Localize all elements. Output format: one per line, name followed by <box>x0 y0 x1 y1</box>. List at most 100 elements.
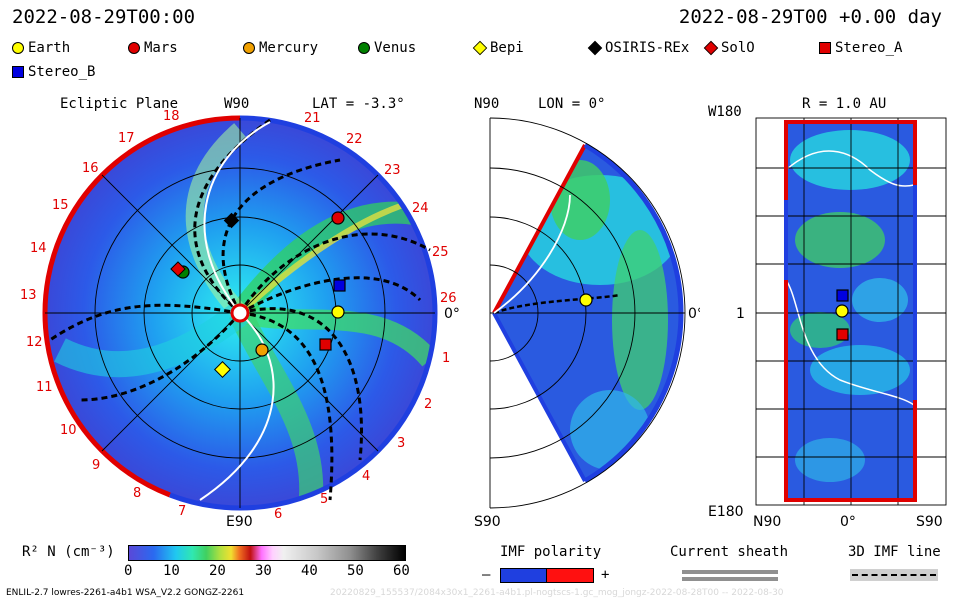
legend-venus: Venus <box>358 40 416 56</box>
radial-x-label-s90: S90 <box>916 514 943 530</box>
date-left: 2022-08-29T00:00 <box>12 6 196 28</box>
ecliptic-lat-label: LAT = -3.3° <box>312 96 405 112</box>
svg-text:5: 5 <box>320 492 328 507</box>
radial-top-left-label: W180 <box>708 104 742 120</box>
meridional-earth-marker-icon <box>579 293 593 307</box>
earth-marker-icon <box>12 42 24 54</box>
sun-marker-icon <box>230 303 250 323</box>
legend-solo: SolO <box>703 40 755 56</box>
venus-marker-icon <box>358 42 370 54</box>
legend-osiris-rex: OSIRIS-REx <box>587 40 689 56</box>
radial-sheath-line-top <box>785 150 915 187</box>
sector-numbers: 1 2 3 4 5 6 7 8 9 10 11 12 13 14 15 16 1… <box>20 110 457 522</box>
stereo-b-marker-icon <box>333 279 346 292</box>
mars-marker-icon <box>331 211 345 225</box>
stereo-a-marker-icon <box>319 338 332 351</box>
meridional-sheath-line <box>493 194 571 314</box>
legend-bepi: Bepi <box>472 40 524 56</box>
radial-mid-label: 1 <box>736 306 745 322</box>
radial-streams <box>790 130 910 482</box>
meridional-grid <box>489 117 686 509</box>
meridional-lon-label: LON = 0° <box>538 96 606 112</box>
radial-surface-plot: 1 E180 N90 0° S90 <box>708 117 947 530</box>
solo-marker-icon <box>703 40 719 56</box>
radial-earth-marker-icon <box>835 304 849 318</box>
svg-text:18: 18 <box>163 110 180 124</box>
ecliptic-right-label: 0° <box>444 306 460 322</box>
colorbar-tick-60: 60 <box>393 563 410 579</box>
footer-left: ENLIL-2.7 lowres-2261-a4b1 WSA_V2.2 GONG… <box>6 588 245 598</box>
mercury-marker-icon <box>243 42 255 54</box>
bepi-marker-icon <box>472 40 488 56</box>
svg-text:19: 19 <box>209 110 226 114</box>
colorbar-tick-40: 40 <box>301 563 318 579</box>
mars-marker-icon <box>128 42 140 54</box>
radial-r-label: R = 1.0 AU <box>802 96 887 112</box>
svg-text:16: 16 <box>82 161 99 176</box>
svg-text:17: 17 <box>118 131 135 146</box>
colorbar-tick-50: 50 <box>347 563 364 579</box>
ecliptic-bottom-label: E90 <box>226 514 253 530</box>
earth-marker-icon <box>331 305 345 319</box>
svg-text:6: 6 <box>274 507 282 522</box>
radial-bottom-left-label: E180 <box>708 504 744 520</box>
osiris-rex-marker-icon <box>587 40 603 56</box>
imf-polarity-minus: – <box>482 567 491 583</box>
imf-line-swatch <box>852 574 936 576</box>
legend-mars: Mars <box>128 40 178 56</box>
imf-polarity-label: IMF polarity <box>500 544 602 560</box>
svg-text:26: 26 <box>440 291 457 306</box>
stereo-a-marker-icon <box>819 42 831 54</box>
meridional-top-label: N90 <box>474 96 500 112</box>
svg-text:11: 11 <box>36 380 53 395</box>
svg-text:20: 20 <box>258 110 275 114</box>
colorbar <box>128 545 406 561</box>
svg-text:14: 14 <box>30 241 47 256</box>
legend-stereo-b: Stereo_B <box>12 64 95 80</box>
imf-polarity-plus: + <box>601 567 610 583</box>
legend-mercury: Mercury <box>243 40 318 56</box>
date-right: 2022-08-29T00 +0.00 day <box>678 6 942 28</box>
radial-sheath-line-bottom <box>785 279 915 406</box>
mercury-marker-icon <box>255 343 269 357</box>
svg-text:21: 21 <box>304 111 321 126</box>
svg-text:24: 24 <box>412 201 429 216</box>
radial-stereo-a-marker-icon <box>836 328 849 341</box>
colorbar-tick-20: 20 <box>209 563 226 579</box>
colorbar-tick-10: 10 <box>163 563 180 579</box>
polarity-positive-swatch <box>546 568 594 583</box>
colorbar-tick-30: 30 <box>255 563 272 579</box>
imf-line-label: 3D IMF line <box>848 544 941 560</box>
current-sheath-label: Current sheath <box>670 544 789 560</box>
osiris-rex-marker-icon <box>223 212 240 229</box>
stereo-b-marker-icon <box>12 66 24 78</box>
radial-x-label-n90: N90 <box>753 514 781 530</box>
svg-text:13: 13 <box>20 288 37 303</box>
meridional-imf-line <box>493 293 621 315</box>
solo-marker-icon <box>170 261 186 277</box>
ecliptic-title: Ecliptic Plane <box>60 96 179 112</box>
radial-stereo-b-marker-icon <box>836 289 849 302</box>
meridional-right-label: 0° <box>688 306 700 322</box>
footer-right: 20220829_155537/2084x30x1_2261-a4b1.pl-n… <box>330 588 784 598</box>
svg-text:22: 22 <box>346 132 363 147</box>
bepi-marker-icon <box>214 361 231 378</box>
colorbar-label: R² N (cm⁻³) <box>22 544 115 560</box>
svg-text:12: 12 <box>26 335 43 350</box>
svg-text:10: 10 <box>60 423 77 438</box>
ecliptic-top-label: W90 <box>224 96 250 112</box>
svg-text:3: 3 <box>397 436 405 451</box>
svg-text:8: 8 <box>133 486 141 501</box>
current-sheath-swatch-top <box>682 570 778 574</box>
svg-text:2: 2 <box>424 397 432 412</box>
ecliptic-plane-plot: 1 2 3 4 5 6 7 8 9 10 11 12 13 14 15 16 1… <box>20 110 460 530</box>
svg-text:25: 25 <box>432 245 449 260</box>
meridional-plot: 0° S90 <box>474 117 700 530</box>
polarity-negative-swatch <box>500 568 548 583</box>
radial-x-label-0: 0° <box>840 514 856 530</box>
svg-text:15: 15 <box>52 198 69 213</box>
current-sheath-swatch-bottom <box>682 577 778 581</box>
svg-text:1: 1 <box>442 351 450 366</box>
legend-earth: Earth <box>12 40 70 56</box>
meridional-bottom-label: S90 <box>474 514 501 530</box>
